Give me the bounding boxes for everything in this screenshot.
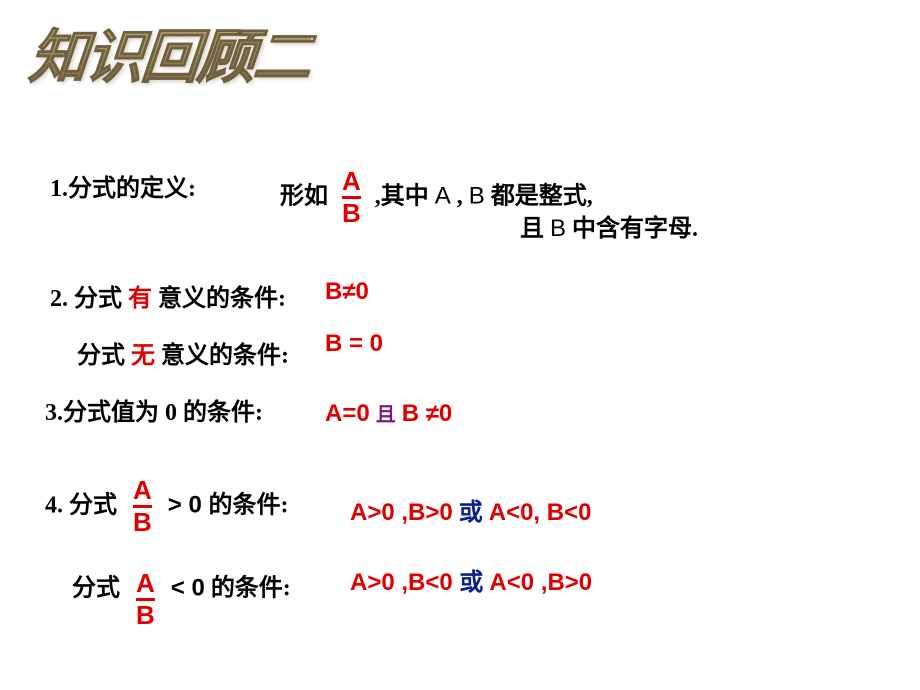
item-2a-pre: 分式 (74, 286, 122, 312)
item-2b-word: 无 (131, 343, 155, 369)
item-4a-r2: A<0, B<0 (489, 499, 592, 526)
item-4b-pre: 分式 (72, 575, 120, 601)
item-1-l2-b: B (550, 215, 566, 242)
item-4b-post: 的条件: (211, 575, 291, 601)
item-4a: 4. 分式 A B > 0 的条件: (45, 477, 288, 537)
frac-top: A (342, 168, 361, 195)
item-3-c2: B ≠0 (402, 400, 453, 427)
item-2a: 2. 分式 有 意义的条件: (50, 278, 286, 313)
slide-title: 知识回顾二 (26, 10, 313, 94)
item-2a-num: 2. (50, 286, 68, 312)
item-2a-cond: B≠0 (325, 278, 369, 306)
item-4b: 分式 A B < 0 的条件: (72, 560, 291, 620)
item-2b-cond: B = 0 (325, 330, 383, 358)
frac2-top: A (133, 477, 152, 504)
item-1-mid: ,其中 (375, 183, 435, 209)
item-3-cond: A=0 且 B ≠0 (325, 398, 452, 428)
item-1-pre: 形如 (280, 183, 328, 209)
item-2a-post: 意义的条件: (158, 286, 286, 312)
item-1-label: 1.分式的定义: (50, 168, 196, 203)
frac3-top: A (136, 570, 155, 597)
item-4a-cond: A>0 ,B>0 或 A<0, B<0 (350, 492, 591, 527)
item-3-label: 3.分式值为 0 的条件: (45, 392, 263, 427)
item-4a-or: 或 (459, 500, 489, 526)
item-3-c1: A=0 (325, 400, 370, 427)
item-4b-cond: A>0 ,B<0 或 A<0 ,B>0 (350, 562, 592, 597)
item-4a-num: 4. (45, 492, 63, 518)
item-4a-r1: A>0 ,B>0 (350, 499, 453, 526)
item-1-l2-pre: 且 (520, 216, 550, 242)
item-4b-op: < 0 (171, 574, 205, 601)
item-3-text: 3.分式值为 0 的条件: (45, 400, 263, 426)
frac2-bot: B (133, 509, 152, 536)
item-4b-r2: A<0 ,B>0 (489, 569, 592, 596)
item-2b-pre: 分式 (77, 343, 125, 369)
item-4a-pre: 分式 (69, 492, 117, 518)
item-1-line2: 且 B 中含有字母. (520, 208, 698, 243)
fraction-a-over-b-2: A B (133, 477, 152, 537)
item-2a-word: 有 (128, 286, 152, 312)
item-4a-op: > 0 (168, 491, 209, 518)
item-4b-r1: A>0 ,B<0 (350, 569, 459, 596)
item-4b-or: 或 (459, 570, 489, 596)
frac3-bot: B (136, 602, 155, 629)
frac-bot: B (342, 200, 361, 227)
item-1-text: 1.分式的定义: (50, 176, 196, 202)
item-2b-post: 意义的条件: (161, 343, 289, 369)
item-1-l2-post: 中含有字母. (572, 216, 698, 242)
item-4a-post: 的条件: (208, 492, 288, 518)
slide: { "title": "知识回顾二", "items": { "i1": { "… (0, 0, 920, 690)
fraction-a-over-b: A B (342, 168, 361, 228)
item-1-a: A (435, 182, 451, 209)
item-1-post1: 都是整式, (491, 183, 593, 209)
fraction-a-over-b-3: A B (136, 570, 155, 630)
item-2b: 分式 无 意义的条件: (77, 335, 289, 370)
item-1-comma: , (457, 183, 463, 209)
item-1-b: B (469, 182, 485, 209)
item-3-and: 且 (376, 404, 396, 426)
